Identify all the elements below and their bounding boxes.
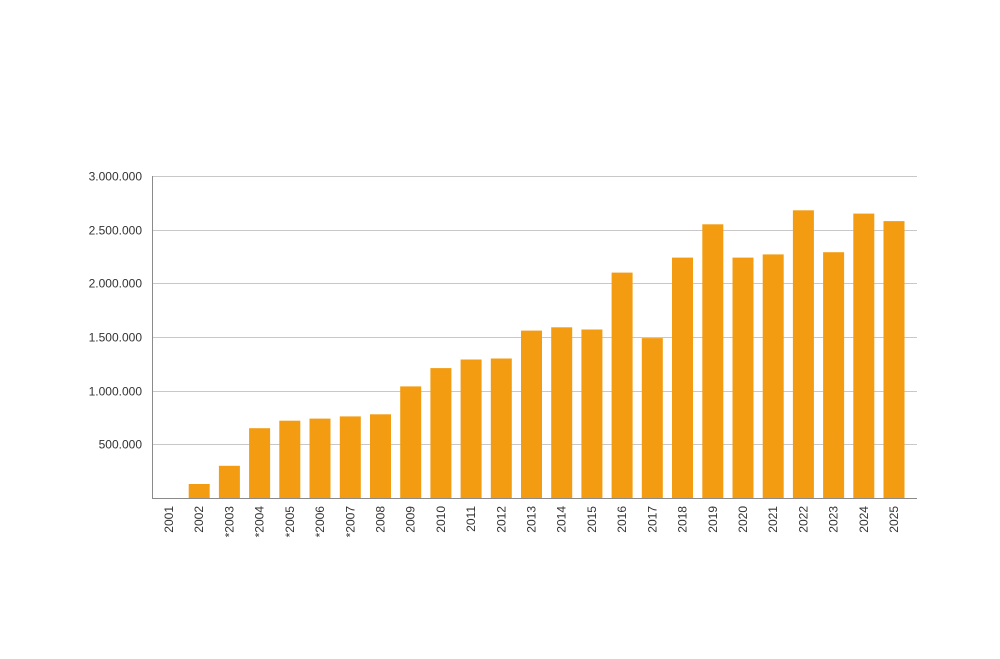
axes	[152, 176, 917, 499]
y-tick-label: 2.000.000	[89, 277, 143, 291]
bar-2015	[581, 329, 603, 498]
x-tick-label: 2015	[585, 506, 599, 533]
bar-2014	[551, 327, 573, 498]
y-tick-labels: 500.000 1.000.000 1.500.000 2.000.000 2.500.…	[89, 170, 143, 452]
bar-2008	[370, 414, 391, 498]
bar-star-2003	[218, 465, 240, 498]
x-tick-label: 2020	[736, 506, 750, 533]
bar-star-2006	[309, 418, 331, 498]
x-tick-label: 2018	[676, 506, 690, 533]
y-tick-label: 500.000	[99, 438, 143, 452]
bar-2023	[823, 252, 845, 498]
bar-2013	[521, 330, 542, 498]
x-tick-label: 2001	[162, 506, 176, 533]
x-tick-label: *2005	[283, 506, 297, 538]
x-tick-label: 2024	[857, 506, 871, 533]
x-tick-label: *2007	[343, 506, 357, 538]
x-tick-label: *2004	[253, 506, 267, 538]
bar-2025	[883, 221, 905, 498]
bar-2016	[611, 272, 633, 498]
x-tick-label: 2016	[615, 506, 629, 533]
bar-2024	[853, 213, 875, 498]
x-tick-label: 2012	[494, 506, 508, 533]
x-tick-label: 2017	[645, 506, 659, 533]
y-tick-label: 1.000.000	[89, 385, 143, 399]
x-tick-labels: 2001 2002 *2003 *2004 *2005 *2006 *2007 2008 200…	[162, 506, 901, 538]
x-tick-label: 2002	[192, 506, 206, 533]
x-tick-label: 2014	[555, 506, 569, 533]
x-tick-label: 2011	[464, 506, 478, 532]
bar-2018	[672, 257, 693, 498]
bars	[188, 210, 905, 499]
bar-star-2007	[339, 416, 361, 498]
bar-2017	[641, 338, 663, 498]
bar-2002	[188, 484, 210, 498]
bar-2021	[762, 254, 784, 498]
x-tick-label: *2003	[222, 506, 236, 538]
x-tick-label: 2023	[827, 506, 841, 533]
bar-2022	[792, 210, 814, 499]
bar-2012	[490, 358, 512, 498]
x-tick-label: 2019	[706, 506, 720, 533]
y-tick-label: 3.000.000	[89, 170, 143, 184]
x-tick-label: 2010	[434, 506, 448, 533]
y-tick-label: 2.500.000	[89, 224, 143, 238]
bar-star-2004	[249, 428, 271, 498]
x-tick-label: 2025	[887, 506, 901, 533]
bar-2020	[732, 257, 754, 498]
y-tick-label: 1.500.000	[89, 331, 143, 345]
x-tick-label: 2008	[373, 506, 387, 533]
bar-2009	[400, 386, 422, 498]
x-tick-label: *2006	[313, 506, 327, 538]
x-tick-label: 2009	[404, 506, 418, 533]
x-tick-label: 2022	[796, 506, 810, 533]
bar-2019	[702, 224, 724, 499]
bar-2011	[460, 359, 482, 498]
x-tick-label: 2021	[766, 506, 780, 533]
x-tick-label: 2013	[525, 506, 539, 533]
bar-2010	[430, 368, 452, 498]
bar-star-2005	[279, 420, 301, 498]
